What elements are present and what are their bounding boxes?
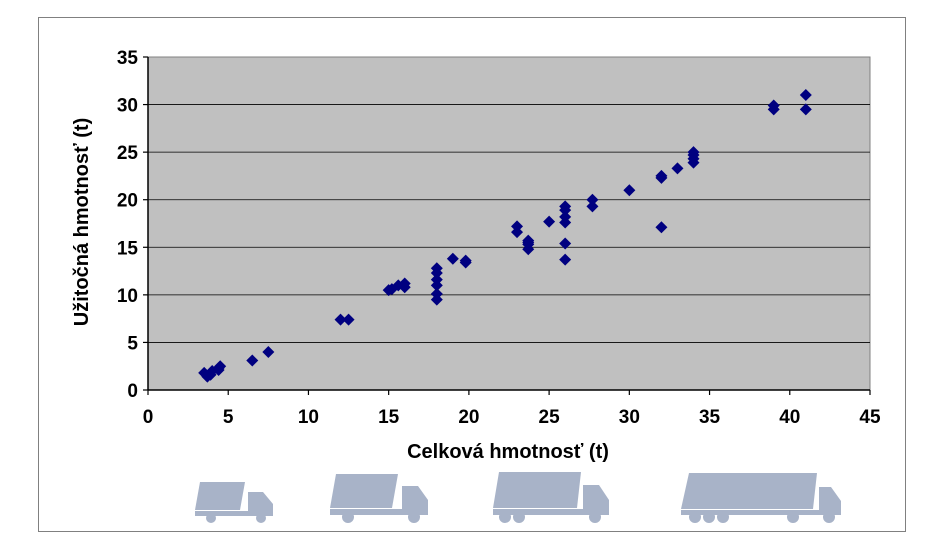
plot-area xyxy=(147,56,871,391)
x-tick-label: 45 xyxy=(859,407,881,428)
data-point xyxy=(459,256,472,269)
gridlines xyxy=(148,104,870,343)
data-point xyxy=(246,354,259,367)
data-point xyxy=(559,237,572,250)
x-tick-label: 20 xyxy=(458,407,479,428)
x-tick-label: 15 xyxy=(378,407,400,428)
data-point xyxy=(212,362,225,375)
x-axis-title: Celková hmotnosť (t) xyxy=(407,441,609,463)
data-point xyxy=(559,200,572,213)
x-tick-label: 25 xyxy=(539,407,561,428)
y-tick-label: 35 xyxy=(117,48,139,69)
y-tick-label: 15 xyxy=(117,238,139,259)
data-point xyxy=(430,287,443,300)
data-point xyxy=(511,220,524,233)
data-point xyxy=(767,99,780,112)
data-point xyxy=(799,89,812,102)
semi-trailer-truck-icon xyxy=(681,473,841,523)
data-point xyxy=(334,313,347,326)
data-point xyxy=(446,252,459,265)
x-tick-label: 5 xyxy=(223,407,234,428)
x-tick-label: 35 xyxy=(699,407,721,428)
medium-truck-icon xyxy=(330,474,428,523)
data-point xyxy=(398,281,411,294)
data-point xyxy=(262,345,275,358)
y-tick-label: 5 xyxy=(127,333,138,354)
data-point xyxy=(543,215,556,228)
data-point xyxy=(559,253,572,266)
data-point xyxy=(430,273,443,286)
axes xyxy=(147,57,870,391)
data-point xyxy=(559,210,572,223)
x-tick-label: 0 xyxy=(143,407,154,428)
x-tick-labels: 0 5 10 15 20 25 30 35 40 45 xyxy=(143,390,881,428)
x-tick-label: 40 xyxy=(779,407,800,428)
data-point xyxy=(655,221,668,234)
data-point xyxy=(623,184,636,197)
data-point xyxy=(430,262,443,275)
data-point xyxy=(799,103,812,116)
small-truck-icon xyxy=(195,482,273,523)
y-tick-label: 25 xyxy=(117,143,139,164)
x-tick-label: 30 xyxy=(619,407,640,428)
x-tick-label: 10 xyxy=(298,407,319,428)
y-tick-label: 10 xyxy=(117,286,138,307)
data-point xyxy=(655,169,668,182)
data-point xyxy=(586,200,599,213)
y-tick-label: 20 xyxy=(117,191,138,212)
large-truck-icon xyxy=(493,472,609,523)
y-tick-label: 0 xyxy=(127,381,138,402)
data-points xyxy=(198,89,812,383)
data-point xyxy=(671,162,684,175)
data-point xyxy=(522,236,535,249)
y-tick-label: 30 xyxy=(117,96,138,117)
data-point xyxy=(687,146,700,159)
data-point xyxy=(586,193,599,206)
y-tick-labels: 0 5 10 15 20 25 30 35 xyxy=(117,48,148,402)
y-axis-title: Užitočná hmotnosť (t) xyxy=(71,118,93,326)
data-point xyxy=(342,313,355,326)
